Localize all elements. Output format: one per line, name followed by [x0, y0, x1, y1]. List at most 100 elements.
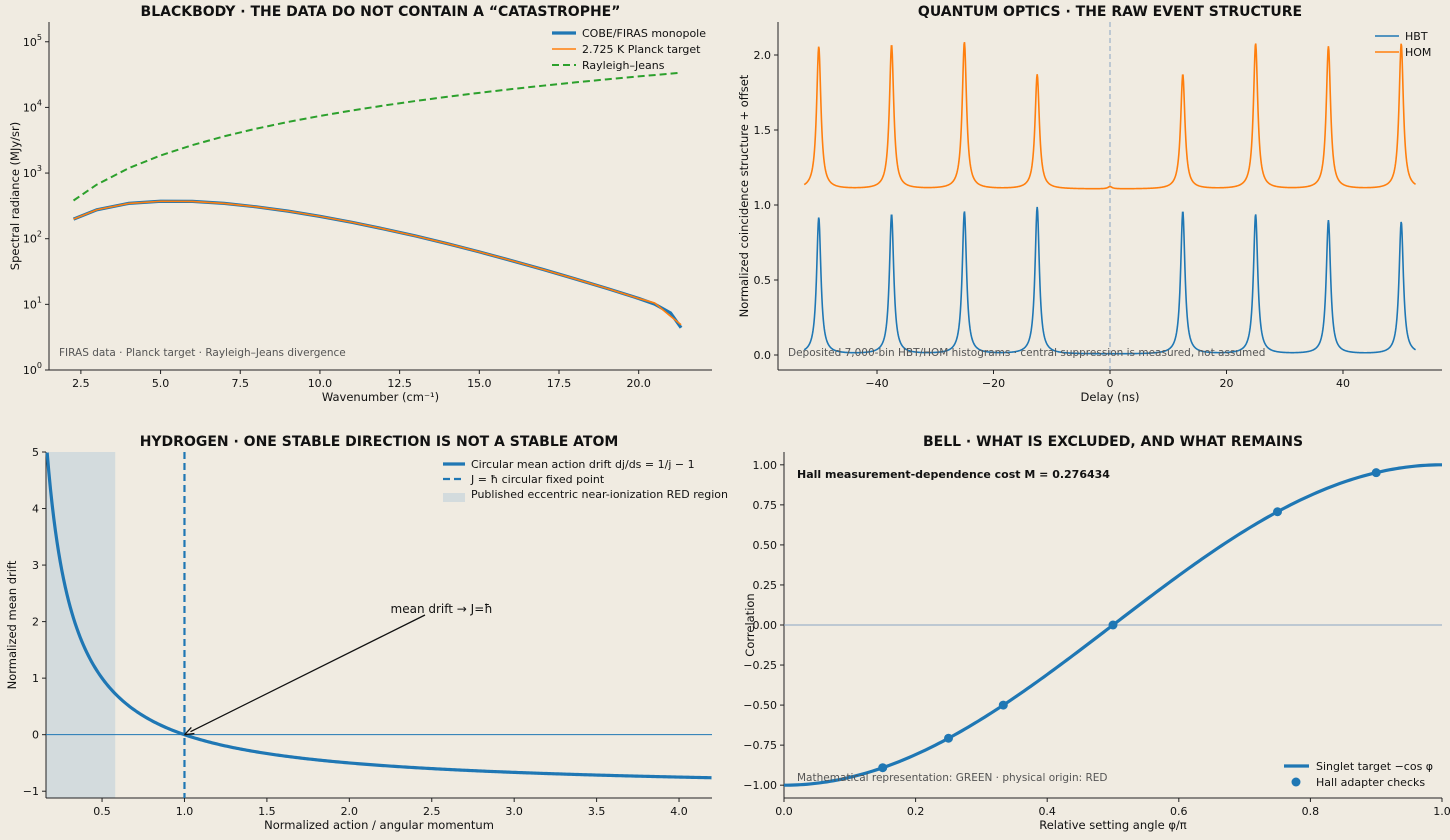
y-tick-exponent: 2: [37, 230, 42, 239]
annotation-text: mean drift → J=ħ: [391, 602, 493, 616]
y-tick-label: 0.75: [753, 499, 778, 512]
cost-note: Hall measurement-dependence cost M = 0.2…: [797, 468, 1110, 481]
legend-entry: Rayleigh–Jeans: [582, 59, 665, 72]
chart-title: BLACKBODY · THE DATA DO NOT CONTAIN A “C…: [141, 4, 621, 20]
chart-title: QUANTUM OPTICS · THE RAW EVENT STRUCTURE: [918, 4, 1302, 20]
x-tick-label: 40: [1336, 377, 1350, 390]
y-tick-base: 10: [23, 36, 37, 49]
series-line-hbt: [803, 206, 1416, 355]
y-axis-label: Normalized mean drift: [5, 560, 19, 689]
legend-entry: J = ħ circular fixed point: [470, 473, 605, 486]
data-point-hall-check: [1371, 468, 1381, 478]
y-tick-label: 1.00: [753, 459, 778, 472]
x-tick-label: 20: [1219, 377, 1233, 390]
y-tick-exponent: 4: [37, 98, 42, 107]
data-point-hall-check: [1273, 507, 1282, 517]
y-tick-label: 0: [32, 729, 39, 742]
annotation-arrow-head: [184, 726, 195, 736]
legend-swatch: [443, 493, 465, 502]
panel-note: Mathematical representation: GREEN · phy…: [797, 772, 1108, 784]
x-tick-label: 1.5: [258, 805, 276, 818]
series-line-cobe-firas-monopole: [72, 199, 683, 329]
legend-swatch: [1291, 777, 1301, 787]
data-point-hall-check: [998, 700, 1008, 710]
y-tick-label: 104: [23, 98, 42, 114]
legend-entry: Singlet target −cos φ: [1316, 760, 1433, 773]
legend-entry: Circular mean action drift dj/ds = 1/j −…: [471, 458, 695, 471]
x-axis-label: Delay (ns): [1081, 390, 1140, 404]
y-tick-exponent: 3: [37, 164, 42, 173]
chart-title: BELL · WHAT IS EXCLUDED, AND WHAT REMAIN…: [923, 434, 1303, 450]
data-point-hall-check: [1108, 620, 1118, 630]
panel-note: FIRAS data · Planck target · Rayleigh–Je…: [59, 347, 346, 359]
x-tick-label: 1.0: [176, 805, 194, 818]
x-tick-label: 10.0: [308, 377, 333, 390]
y-tick-label: 3: [32, 559, 39, 572]
y-tick-label: 1: [32, 672, 39, 685]
y-tick-label: 105: [23, 33, 42, 49]
y-tick-label: 0.0: [754, 349, 772, 362]
panel-note: Deposited 7,000-bin HBT/HOM histograms ·…: [788, 347, 1265, 359]
x-tick-label: 4.0: [670, 805, 688, 818]
x-axis-label: Wavenumber (cm⁻¹): [322, 390, 439, 404]
legend-entry: HBT: [1405, 30, 1428, 43]
x-tick-label: −40: [865, 377, 888, 390]
y-tick-label: 101: [23, 295, 42, 311]
y-tick-base: 10: [23, 101, 37, 114]
x-tick-label: 5.0: [152, 377, 170, 390]
x-tick-label: 2.0: [341, 805, 359, 818]
x-tick-label: 2.5: [423, 805, 441, 818]
x-tick-label: −20: [982, 377, 1005, 390]
x-tick-label: 17.5: [547, 377, 572, 390]
legend-entry: COBE/FIRAS monopole: [582, 27, 706, 40]
chart-title: HYDROGEN · ONE STABLE DIRECTION IS NOT A…: [140, 434, 619, 450]
y-tick-label: 5: [32, 446, 39, 459]
x-tick-label: 0.8: [1302, 805, 1320, 818]
x-tick-label: 12.5: [387, 377, 412, 390]
x-tick-label: 3.0: [505, 805, 523, 818]
series-line-2-725-k-planck-target: [73, 200, 682, 326]
x-tick-label: 0.5: [93, 805, 111, 818]
y-tick-base: 10: [23, 167, 37, 180]
y-tick-exponent: 1: [37, 295, 42, 304]
y-tick-label: 2: [32, 616, 39, 629]
x-tick-label: 2.5: [72, 377, 90, 390]
red-region-band: [46, 452, 116, 798]
y-tick-label: 102: [23, 230, 42, 246]
legend-entry: 2.725 K Planck target: [582, 43, 701, 56]
panel-hydrogen: 0.5 1.0 1.5 2.0 2.5 3.0 3.5 4.0 −1 0 1 2 3 4 5 HYDROGEN…: [5, 434, 728, 832]
y-tick-label: 100: [23, 361, 42, 377]
series-line-mean-drift: [45, 452, 712, 780]
panel-blackbody: 2.5 5.0 7.5 10.0 12.5 15.0 17.5 20.010010110210…: [8, 4, 712, 404]
x-tick-label: 0.6: [1170, 805, 1188, 818]
y-tick-base: 10: [23, 364, 37, 377]
y-axis-label: Correlation: [743, 593, 757, 656]
data-point-hall-check: [944, 733, 953, 743]
x-tick-label: 0.2: [907, 805, 925, 818]
x-axis-label: Relative setting angle φ/π: [1039, 818, 1187, 832]
y-tick-label: −1.00: [743, 779, 777, 792]
x-tick-label: 0: [1107, 377, 1114, 390]
y-tick-label: 0.00: [753, 619, 778, 632]
y-tick-base: 10: [23, 298, 37, 311]
y-axis-label: Spectral radiance (MJy/sr): [8, 122, 22, 270]
y-tick-label: −0.50: [743, 699, 777, 712]
panel-quantum-optics: −40 −20 0 20 40 0.0 0.5 1.0 1.5 2.0 QUANTUM OPTICS…: [737, 4, 1442, 404]
y-tick-label: 0.50: [753, 539, 778, 552]
y-tick-exponent: 5: [37, 33, 42, 42]
y-tick-label: 0.25: [753, 579, 778, 592]
x-tick-label: 1.0: [1433, 805, 1450, 818]
legend-entry: Published eccentric near-ionization RED …: [471, 488, 728, 501]
x-tick-label: 7.5: [232, 377, 250, 390]
y-axis-label: Normalized coincidence structure + offse…: [737, 74, 751, 317]
y-tick-label: −0.75: [743, 739, 777, 752]
x-axis-label: Normalized action / angular momentum: [264, 818, 494, 832]
data-point-hall-check: [878, 763, 888, 773]
x-tick-label: 0.0: [775, 805, 793, 818]
x-tick-label: 15.0: [467, 377, 492, 390]
x-tick-label: 0.4: [1038, 805, 1056, 818]
legend-entry: HOM: [1405, 46, 1431, 59]
x-tick-label: 3.5: [588, 805, 606, 818]
